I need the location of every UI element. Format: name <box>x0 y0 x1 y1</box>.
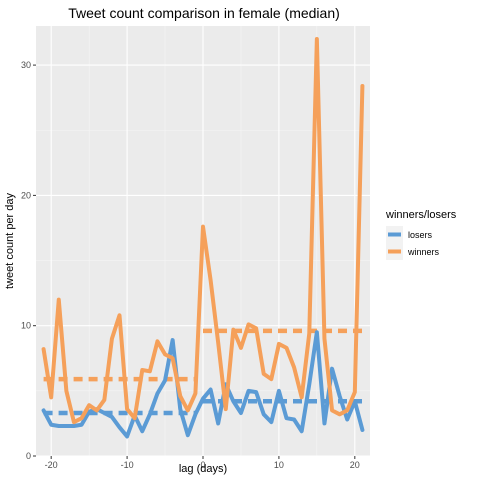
y-axis: 0 10 20 30 <box>21 60 36 461</box>
chart-title: Tweet count comparison in female (median… <box>68 5 340 21</box>
x-tick-label: 0 <box>200 460 205 470</box>
y-tick-label: 20 <box>21 190 31 200</box>
y-tick-label: 10 <box>21 321 31 331</box>
x-tick-label: -10 <box>121 460 134 470</box>
y-tick-label: 0 <box>26 451 31 461</box>
legend: winners/losers losers winners <box>385 209 457 260</box>
legend-item-losers: losers <box>386 226 433 243</box>
y-tick-label: 30 <box>21 60 31 70</box>
x-tick-label: 10 <box>274 460 284 470</box>
legend-label: winners <box>407 247 440 257</box>
x-axis: -20 -10 0 10 20 <box>45 456 360 470</box>
legend-title: winners/losers <box>385 209 457 221</box>
series-lines <box>41 37 365 439</box>
y-axis-title: tweet count per day <box>4 193 16 290</box>
legend-item-winners: winners <box>386 243 440 260</box>
x-tick-label: 20 <box>350 460 360 470</box>
x-tick-label: -20 <box>45 460 58 470</box>
x-axis-title: lag (days) <box>179 463 227 475</box>
legend-label: losers <box>408 230 433 240</box>
winners-series-line <box>41 37 365 425</box>
